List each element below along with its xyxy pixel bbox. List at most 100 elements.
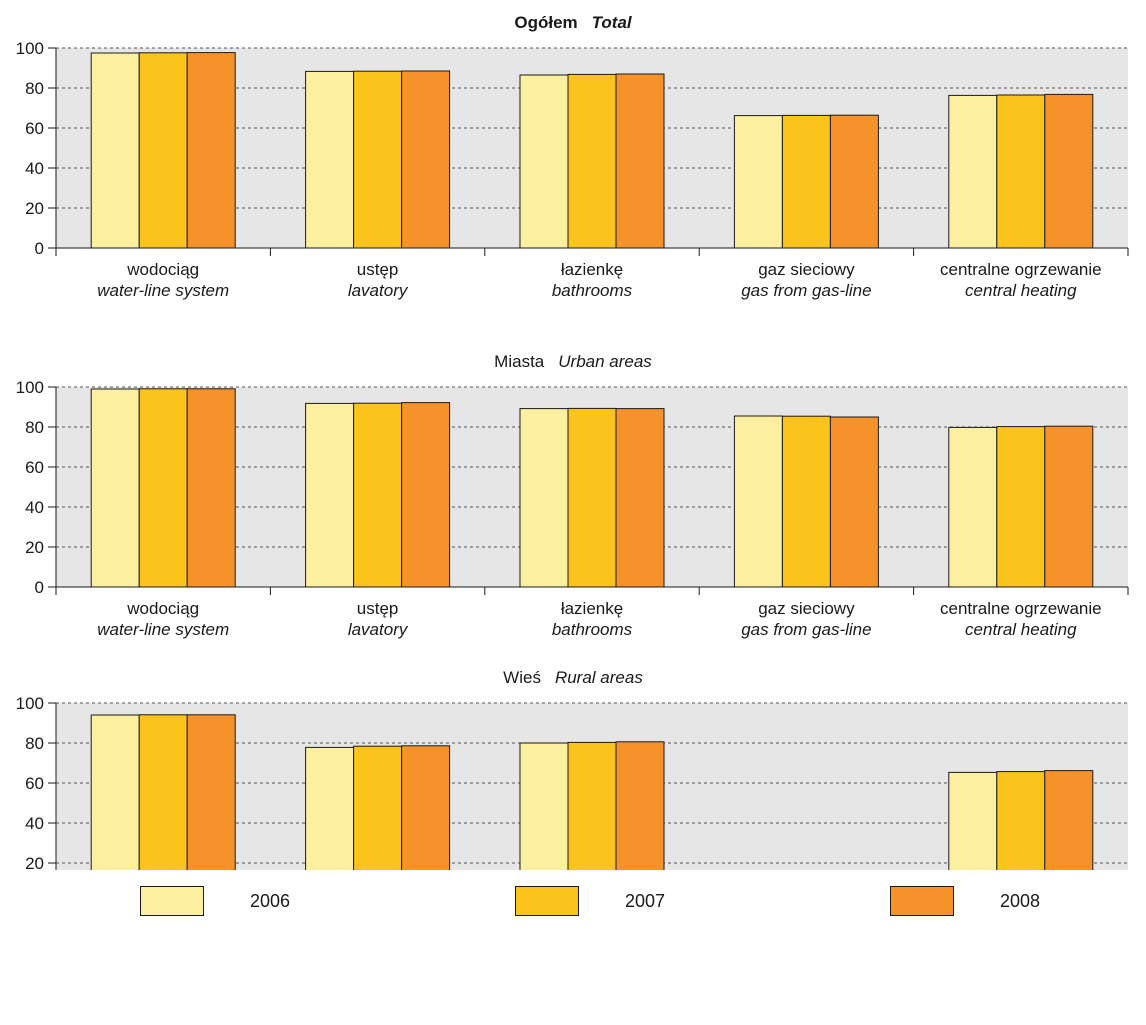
bar-2006-1 bbox=[90, 388, 140, 588]
y-tick-label: 0 bbox=[35, 239, 44, 258]
bar-2006-2 bbox=[305, 70, 355, 249]
bar-2007-2 bbox=[353, 70, 403, 249]
bar-2007-5 bbox=[996, 426, 1046, 588]
chart-title: Ogółem Total bbox=[514, 13, 633, 32]
category-label-pl: łazienkę bbox=[561, 599, 623, 618]
legend-label-2007: 2007 bbox=[625, 890, 666, 911]
charts-canvas: Ogółem Total 0 20 40 60 80 100 wodociąg water-lin… bbox=[16, 13, 1129, 955]
bar-2006-5 bbox=[948, 771, 998, 904]
legend-label-2008: 2008 bbox=[1000, 890, 1041, 911]
category-label-en: lavatory bbox=[348, 620, 409, 639]
bar-2007-5 bbox=[996, 94, 1046, 249]
bar-2006-4 bbox=[733, 115, 783, 249]
category-label-pl: centralne ogrzewanie bbox=[940, 260, 1102, 279]
category-label-pl: wodociąg bbox=[126, 599, 199, 618]
legend-swatch-2007 bbox=[515, 886, 579, 916]
bar-2007-1 bbox=[138, 52, 188, 249]
legend-item-2007: 2007 bbox=[515, 885, 665, 917]
chart-title-pl: Wieś bbox=[503, 668, 541, 687]
category-label-en: central heating bbox=[965, 620, 1077, 639]
category-label-en: lavatory bbox=[348, 281, 409, 300]
legend-swatch-2008 bbox=[890, 886, 954, 916]
category-label-pl: ustęp bbox=[357, 260, 399, 279]
category-label-en: water-line system bbox=[97, 281, 229, 300]
category-label-pl: ustęp bbox=[357, 599, 399, 618]
chart-title-pl: Ogółem bbox=[514, 13, 577, 32]
category-label-pl: gaz sieciowy bbox=[758, 260, 855, 279]
legend-item-2006: 2006 bbox=[140, 885, 290, 917]
bar-2008-4 bbox=[829, 114, 879, 249]
y-tick-label: 40 bbox=[25, 498, 44, 517]
category-label-pl: wodociąg bbox=[126, 260, 199, 279]
bar-2006-1 bbox=[90, 52, 140, 249]
chart-title-en: Rural areas bbox=[555, 668, 643, 687]
bar-2006-5 bbox=[948, 426, 998, 588]
bar-2006-5 bbox=[948, 94, 998, 249]
y-tick-label: 60 bbox=[25, 119, 44, 138]
chart-title-en: Total bbox=[592, 13, 633, 32]
category-label-en: bathrooms bbox=[552, 281, 633, 300]
bar-2006-2 bbox=[305, 746, 355, 904]
bar-2006-4 bbox=[733, 415, 783, 588]
legend-item-2008: 2008 bbox=[890, 885, 1040, 917]
legend-label-2006: 2006 bbox=[250, 890, 291, 911]
y-tick-label: 80 bbox=[25, 79, 44, 98]
bar-2006-3 bbox=[519, 74, 569, 249]
bar-2006-1 bbox=[90, 714, 140, 904]
y-tick-label: 0 bbox=[35, 578, 44, 597]
bar-2007-3 bbox=[567, 407, 617, 588]
y-tick-label: 40 bbox=[25, 814, 44, 833]
y-tick-label: 80 bbox=[25, 418, 44, 437]
y-tick-label: 60 bbox=[25, 458, 44, 477]
bar-2008-2 bbox=[401, 402, 451, 588]
bar-2007-4 bbox=[781, 415, 831, 588]
bar-2008-5 bbox=[1044, 770, 1094, 904]
bar-2008-2 bbox=[401, 745, 451, 904]
category-label-pl: łazienkę bbox=[561, 260, 623, 279]
legend-swatch-2006 bbox=[140, 886, 204, 916]
bar-2008-5 bbox=[1044, 93, 1094, 249]
chart-title: Wieś Rural areas bbox=[503, 668, 643, 687]
chart-panel-2: Miasta Urban areas 0 20 40 60 80 100 wodociąg wat… bbox=[16, 352, 1129, 639]
bar-2008-3 bbox=[615, 73, 665, 249]
bar-2006-2 bbox=[305, 402, 355, 588]
chart-panel-1: Ogółem Total 0 20 40 60 80 100 wodociąg water-lin… bbox=[16, 13, 1129, 300]
y-tick-label: 20 bbox=[25, 538, 44, 557]
category-label-pl: gaz sieciowy bbox=[758, 599, 855, 618]
bar-2007-2 bbox=[353, 402, 403, 588]
category-label-en: gas from gas-line bbox=[741, 620, 871, 639]
bar-2008-4 bbox=[829, 416, 879, 588]
bar-2007-1 bbox=[138, 714, 188, 904]
bar-2008-1 bbox=[186, 714, 236, 904]
category-label-pl: centralne ogrzewanie bbox=[940, 599, 1102, 618]
bar-2008-1 bbox=[186, 52, 236, 249]
category-label-en: bathrooms bbox=[552, 620, 633, 639]
bar-2007-3 bbox=[567, 741, 617, 904]
category-label-en: water-line system bbox=[97, 620, 229, 639]
bar-2006-3 bbox=[519, 408, 569, 588]
bar-2007-1 bbox=[138, 388, 188, 588]
y-tick-label: 100 bbox=[16, 378, 44, 397]
bar-2008-2 bbox=[401, 70, 451, 249]
y-tick-label: 20 bbox=[25, 854, 44, 870]
bar-2008-3 bbox=[615, 741, 665, 904]
bar-2006-3 bbox=[519, 742, 569, 904]
bar-2007-3 bbox=[567, 73, 617, 249]
chart-title: Miasta Urban areas bbox=[494, 352, 652, 371]
bar-2008-3 bbox=[615, 408, 665, 588]
y-tick-label: 80 bbox=[25, 734, 44, 753]
bar-2008-5 bbox=[1044, 425, 1094, 588]
bar-2007-2 bbox=[353, 745, 403, 904]
y-tick-label: 60 bbox=[25, 774, 44, 793]
bar-2008-1 bbox=[186, 388, 236, 588]
y-tick-label: 100 bbox=[16, 694, 44, 713]
y-tick-label: 100 bbox=[16, 39, 44, 58]
bar-2007-4 bbox=[781, 114, 831, 249]
category-label-en: gas from gas-line bbox=[741, 281, 871, 300]
category-label-en: central heating bbox=[965, 281, 1077, 300]
bar-2007-5 bbox=[996, 771, 1046, 904]
y-tick-label: 40 bbox=[25, 159, 44, 178]
chart-title-en: Urban areas bbox=[558, 352, 652, 371]
